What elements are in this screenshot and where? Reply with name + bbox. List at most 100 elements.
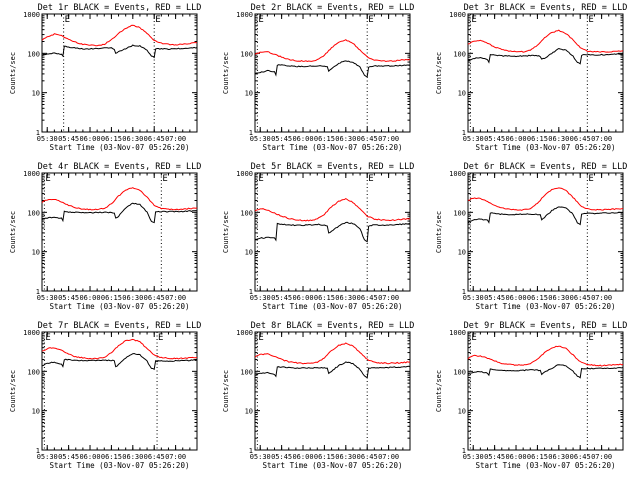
x-tick-label: 06:15: [101, 453, 122, 461]
y-axis-label: Counts/sec: [9, 52, 17, 94]
detector-panel-6: Det 6r BLACK = Events, RED = LLD 1 10 100 10…: [435, 162, 627, 311]
x-tick-label: 07:00: [165, 135, 186, 143]
y-tick-label: 1000: [449, 11, 466, 19]
y-tick-label: 1000: [23, 11, 40, 19]
y-tick-label: 100: [453, 50, 466, 58]
y-tick-label: 1000: [449, 170, 466, 178]
x-tick-label: 06:00: [79, 294, 100, 302]
lld-series-line: [41, 338, 198, 360]
y-axis-label: Counts/sec: [222, 211, 230, 253]
y-axis-label: Counts/sec: [9, 370, 17, 412]
x-tick-label: 05:45: [484, 453, 505, 461]
y-tick-label: 1000: [236, 11, 253, 19]
x-axis-label: Start Time (03-Nov-07 05:26:20): [50, 461, 190, 470]
plot-frame: [467, 331, 624, 451]
eclipse-marker-label: E: [368, 15, 373, 25]
x-tick-label: 06:45: [570, 294, 591, 302]
y-tick-label: 10: [458, 408, 466, 416]
y-tick-label: 1: [249, 288, 253, 296]
events-series-line: [254, 221, 411, 243]
detector-panel-8: Det 8r BLACK = Events, RED = LLD 1 10 100 10…: [222, 321, 414, 470]
x-tick-label: 06:45: [570, 135, 591, 143]
y-tick-label: 1: [36, 447, 40, 455]
eclipse-marker-label: E: [588, 15, 593, 25]
x-tick-label: 05:45: [58, 294, 79, 302]
x-tick-label: 06:30: [122, 294, 143, 302]
eclipse-marker-label: E: [471, 333, 476, 343]
x-tick-label: 06:30: [335, 135, 356, 143]
detector-panel-5: Det 5r BLACK = Events, RED = LLD 1 10 100 10…: [222, 162, 414, 311]
x-tick-label: 06:00: [79, 453, 100, 461]
y-tick-label: 1000: [23, 329, 40, 337]
y-tick-label: 1000: [449, 329, 466, 337]
lld-series-line: [467, 345, 624, 367]
y-tick-label: 10: [32, 90, 40, 98]
eclipse-marker-label: E: [258, 333, 263, 343]
x-axis-label: Start Time (03-Nov-07 05:26:20): [476, 461, 616, 470]
x-axis-label: Start Time (03-Nov-07 05:26:20): [476, 143, 616, 152]
x-tick-label: 06:30: [548, 453, 569, 461]
detector-panel-3: Det 3r BLACK = Events, RED = LLD 1 10 100 10…: [435, 3, 627, 152]
eclipse-marker-label: E: [45, 174, 50, 184]
x-axis-label: Start Time (03-Nov-07 05:26:20): [263, 302, 403, 311]
events-series-line: [254, 60, 411, 78]
x-tick-label: 06:15: [314, 135, 335, 143]
x-tick-label: 06:45: [144, 453, 165, 461]
lld-series-line: [254, 198, 411, 222]
x-tick-label: 05:45: [58, 453, 79, 461]
lld-series-line: [467, 187, 624, 211]
x-tick-label: 06:30: [548, 294, 569, 302]
x-tick-label: 06:00: [79, 135, 100, 143]
panel-title: Det 6r BLACK = Events, RED = LLD: [464, 162, 628, 172]
x-tick-label: 06:30: [122, 453, 143, 461]
x-tick-label: 06:30: [122, 135, 143, 143]
events-series-line: [467, 47, 624, 65]
x-tick-label: 06:45: [357, 135, 378, 143]
x-tick-label: 06:15: [101, 294, 122, 302]
y-tick-label: 1000: [23, 170, 40, 178]
panel-title: Det 5r BLACK = Events, RED = LLD: [251, 162, 415, 172]
y-tick-label: 100: [240, 368, 253, 376]
events-series-line: [41, 202, 198, 224]
plot-frame: [41, 13, 198, 133]
eclipse-marker-label: E: [368, 174, 373, 184]
y-tick-label: 100: [27, 368, 40, 376]
y-tick-label: 1: [462, 129, 466, 137]
y-tick-label: 1: [249, 447, 253, 455]
x-axis-label: Start Time (03-Nov-07 05:26:20): [50, 302, 190, 311]
x-tick-label: 06:45: [357, 453, 378, 461]
y-tick-label: 100: [453, 209, 466, 217]
x-tick-label: 07:00: [165, 453, 186, 461]
x-tick-label: 05:30: [250, 453, 271, 461]
x-tick-label: 06:00: [292, 294, 313, 302]
y-tick-label: 1000: [236, 329, 253, 337]
x-tick-label: 06:00: [505, 294, 526, 302]
x-tick-label: 05:45: [271, 453, 292, 461]
y-axis-label: Counts/sec: [9, 211, 17, 253]
eclipse-marker-label: E: [588, 174, 593, 184]
lld-series-line: [41, 187, 198, 211]
x-tick-label: 06:30: [548, 135, 569, 143]
plot-frame: [254, 172, 411, 292]
y-tick-label: 1: [36, 129, 40, 137]
events-series-line: [467, 206, 624, 226]
panel-title: Det 4r BLACK = Events, RED = LLD: [38, 162, 202, 172]
eclipse-marker-label: E: [155, 15, 160, 25]
x-tick-label: 06:45: [144, 294, 165, 302]
x-tick-label: 07:00: [591, 453, 612, 461]
detector-panel-2: Det 2r BLACK = Events, RED = LLD 1 10 100 10…: [222, 3, 414, 152]
x-tick-label: 05:45: [484, 294, 505, 302]
x-tick-label: 06:15: [314, 294, 335, 302]
y-tick-label: 100: [27, 209, 40, 217]
y-tick-label: 100: [240, 50, 253, 58]
x-axis-label: Start Time (03-Nov-07 05:26:20): [50, 143, 190, 152]
plot-frame: [41, 331, 198, 451]
eclipse-marker-label: E: [45, 333, 50, 343]
y-tick-label: 100: [27, 50, 40, 58]
detector-panel-4: Det 4r BLACK = Events, RED = LLD 1 10 100 10…: [9, 162, 201, 311]
y-axis-label: Counts/sec: [435, 370, 443, 412]
y-axis-label: Counts/sec: [222, 52, 230, 94]
eclipse-marker-label: E: [65, 15, 70, 25]
lld-series-line: [41, 24, 198, 47]
